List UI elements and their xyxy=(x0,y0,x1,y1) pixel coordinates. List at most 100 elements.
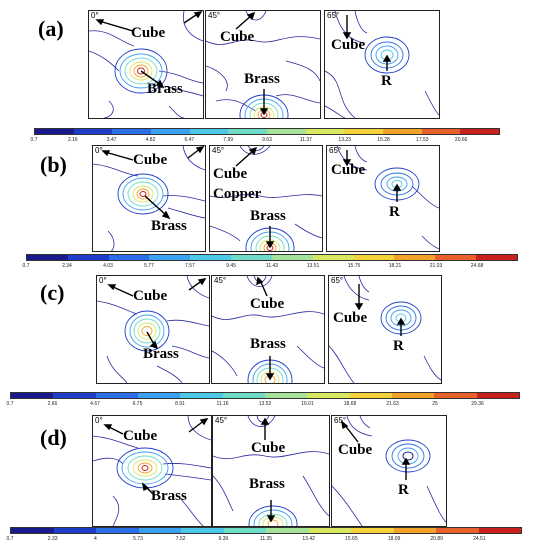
texture-label-cube: Cube xyxy=(133,288,168,304)
tick-label: 0.7 xyxy=(6,401,14,407)
color-scale: 0.7 2.66 4.67 6.75 8.91 11.16 13.52 16.0… xyxy=(6,392,520,410)
color-swatch xyxy=(307,393,350,398)
tick-label: 5.77 xyxy=(144,263,154,269)
color-swatch xyxy=(96,528,139,533)
tick-label: 18.68 xyxy=(343,401,357,407)
contour-plot xyxy=(212,276,324,383)
texture-label-cube: Cube xyxy=(333,310,368,326)
angle-label: 45° xyxy=(214,276,227,285)
angle-label: 65° xyxy=(329,146,342,155)
color-swatch xyxy=(11,528,54,533)
scale-ticks: 0.7 2.33 4 5.73 7.52 9.39 11.35 13.42 15… xyxy=(7,536,522,544)
angle-label: 0° xyxy=(91,11,99,20)
color-swatch xyxy=(436,528,479,533)
color-swatch xyxy=(189,129,229,134)
color-swatch xyxy=(349,393,392,398)
angle-label: 45° xyxy=(208,11,221,20)
tick-label: 18.21 xyxy=(388,263,402,269)
color-scale: 0.7 2.34 4.03 5.77 7.57 9.45 11.43 13.51… xyxy=(22,254,518,272)
angle-label: 0° xyxy=(95,146,103,155)
color-swatch xyxy=(351,528,394,533)
color-swatch xyxy=(149,255,191,260)
tick-label: 16.01 xyxy=(301,401,314,407)
color-swatch xyxy=(308,528,351,533)
tick-label: 4.03 xyxy=(103,263,113,269)
odf-panel-b-2: 65° Cube R xyxy=(326,145,440,252)
tick-label: 4 xyxy=(93,536,97,542)
color-swatch xyxy=(391,393,435,398)
tick-label: 0.7 xyxy=(30,137,38,143)
tick-label: 24.68 xyxy=(470,263,484,269)
color-scale-bar xyxy=(26,254,518,261)
color-swatch xyxy=(383,129,422,134)
tick-label: 18.09 xyxy=(387,536,401,542)
tick-label: 15.65 xyxy=(345,536,358,542)
color-swatch xyxy=(190,255,232,260)
color-swatch xyxy=(222,393,265,398)
contour-plot xyxy=(213,416,329,526)
color-swatch xyxy=(264,393,308,398)
texture-label-r: R xyxy=(393,338,404,354)
color-swatch xyxy=(271,255,313,260)
texture-label-cube: Cube xyxy=(123,428,158,444)
contour-plot xyxy=(332,416,446,526)
scale-ticks: 0.7 2.16 3.47 4.82 6.47 7.99 9.63 11.37 … xyxy=(30,137,500,145)
texture-label-brass: Brass xyxy=(151,488,187,504)
scale-ticks: 0.7 2.34 4.03 5.77 7.57 9.45 11.43 13.51… xyxy=(22,263,518,271)
tick-label: 4.67 xyxy=(90,401,100,407)
texture-label-cube: Cube xyxy=(338,442,373,458)
row-label-b: (b) xyxy=(40,152,67,177)
color-swatch xyxy=(393,528,436,533)
tick-label: 13.42 xyxy=(302,536,315,542)
tick-label: 11.35 xyxy=(259,536,273,542)
color-swatch xyxy=(344,129,384,134)
angle-label: 45° xyxy=(212,146,225,155)
odf-panel-b-1: 45° Cube Copper Brass xyxy=(209,145,323,252)
color-swatch xyxy=(108,255,150,260)
texture-label-brass: Brass xyxy=(244,71,280,87)
color-swatch xyxy=(137,393,181,398)
tick-label: 15.28 xyxy=(377,137,390,143)
texture-label-r: R xyxy=(381,73,392,89)
row-label-d: (d) xyxy=(40,425,67,450)
color-swatch xyxy=(181,528,224,533)
color-swatch xyxy=(67,255,109,260)
contour-plot xyxy=(206,11,320,118)
tick-label: 6.75 xyxy=(132,401,143,407)
color-swatch xyxy=(53,393,96,398)
texture-label-cube: Cube xyxy=(331,162,366,178)
tick-label: 0.7 xyxy=(22,263,30,269)
color-swatch xyxy=(421,129,461,134)
odf-panel-d-1: 45° Cube Brass xyxy=(212,415,330,527)
tick-label: 7.57 xyxy=(185,263,195,269)
odf-panel-d-0: 0° Cube Brass xyxy=(92,415,212,527)
color-swatch xyxy=(394,255,436,260)
texture-label-cube: Cube xyxy=(251,440,286,456)
odf-panel-a-2: 65° Cube R xyxy=(324,10,440,119)
angle-label: 65° xyxy=(331,276,344,285)
color-swatch xyxy=(151,129,190,134)
color-swatch xyxy=(11,393,54,398)
texture-label-cube: Cube xyxy=(250,296,285,312)
tick-label: 13.52 xyxy=(258,401,272,407)
tick-label: 11.37 xyxy=(299,137,312,143)
texture-label-brass: Brass xyxy=(250,336,286,352)
color-swatch xyxy=(95,393,138,398)
tick-label: 11.16 xyxy=(216,401,229,407)
tick-label: 15.75 xyxy=(347,263,361,269)
angle-label: 65° xyxy=(327,11,340,20)
color-swatch xyxy=(305,129,345,134)
tick-label: 9.39 xyxy=(218,536,229,542)
color-scale-bar xyxy=(10,392,520,399)
tick-label: 21.03 xyxy=(429,263,443,269)
color-swatch xyxy=(353,255,395,260)
contour-plot xyxy=(325,11,439,118)
color-swatch xyxy=(228,129,268,134)
tick-label: 2.66 xyxy=(47,401,58,407)
angle-label: 65° xyxy=(334,416,347,425)
tick-label: 13.51 xyxy=(306,263,320,269)
tick-label: 4.82 xyxy=(145,137,156,143)
color-swatch xyxy=(476,393,519,398)
color-swatch xyxy=(476,255,517,260)
row-label-c: (c) xyxy=(40,280,65,305)
